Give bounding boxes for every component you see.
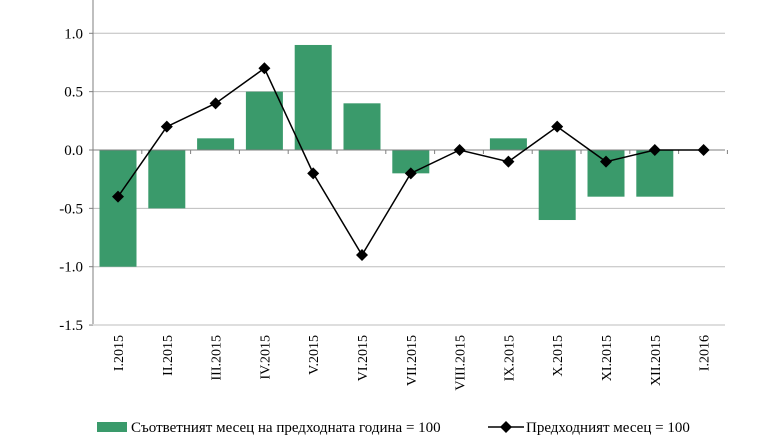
bar-XII.2015 [636, 150, 674, 197]
x-tick-label: II.2015 [161, 335, 176, 376]
legend-line-label: Предходният месец = 100 [526, 420, 690, 436]
bar-I.2015 [99, 150, 137, 267]
line-point-VIII.2015 [453, 144, 466, 156]
bar-series [99, 44, 674, 267]
line-series [112, 62, 710, 262]
y-tick-label: 0.0 [64, 143, 83, 159]
x-tick-label: VI.2015 [356, 335, 371, 381]
bar-III.2015 [197, 138, 235, 150]
bar-II.2015 [148, 150, 186, 209]
axes [89, 0, 728, 326]
line-point-X.2015 [551, 120, 564, 133]
bar-IV.2015 [245, 91, 283, 150]
x-tick-label: IX.2015 [502, 335, 517, 381]
bar-IX.2015 [489, 138, 527, 150]
x-tick-label: I.2015 [112, 335, 127, 371]
line-point-IX.2015 [502, 155, 515, 168]
legend-bar-label: Съответният месец на предходната година … [131, 420, 441, 436]
x-tick-label: VII.2015 [405, 335, 420, 386]
bar-V.2015 [294, 44, 332, 150]
x-tick-label: XII.2015 [649, 335, 664, 386]
legend-diamond-marker [500, 421, 512, 433]
x-tick-label: VIII.2015 [454, 335, 469, 391]
y-tick-label: 0.5 [64, 85, 83, 101]
y-tick-label: -0.5 [59, 201, 83, 217]
x-tick-label: X.2015 [551, 335, 566, 377]
x-tick-label: I.2016 [698, 335, 713, 371]
line-point-VI.2015 [356, 249, 368, 262]
line-point-I.2016 [697, 144, 710, 156]
line-point-XII.2015 [648, 144, 661, 156]
line-point-I.2015 [112, 190, 124, 203]
line-point-II.2015 [160, 120, 173, 133]
line-point-IV.2015 [258, 62, 271, 75]
line-point-V.2015 [307, 167, 320, 180]
y-axis-ticks: 1.0 0.5 0.0 -0.5 -1.0 -1.5 [59, 26, 83, 334]
line-point-III.2015 [209, 97, 222, 110]
legend: Съответният месец на предходната година … [97, 420, 690, 436]
bar-VII.2015 [392, 150, 430, 174]
y-tick-label: 1.0 [64, 26, 83, 42]
bar-VI.2015 [343, 103, 381, 150]
y-tick-label: -1.0 [59, 260, 83, 276]
bar-X.2015 [538, 150, 576, 221]
x-tick-label: IV.2015 [258, 335, 273, 379]
line-point-XI.2015 [600, 155, 612, 168]
y-tick-label: -1.5 [59, 318, 83, 334]
x-tick-label: III.2015 [210, 335, 225, 381]
x-axis-ticks: I.2015 II.2015 III.2015 IV.2015 V.2015 VI.201… [112, 335, 713, 391]
legend-bar-swatch [97, 422, 127, 432]
x-tick-label: XI.2015 [600, 335, 615, 381]
line-point-VII.2015 [404, 167, 417, 180]
x-tick-label: V.2015 [307, 335, 322, 375]
